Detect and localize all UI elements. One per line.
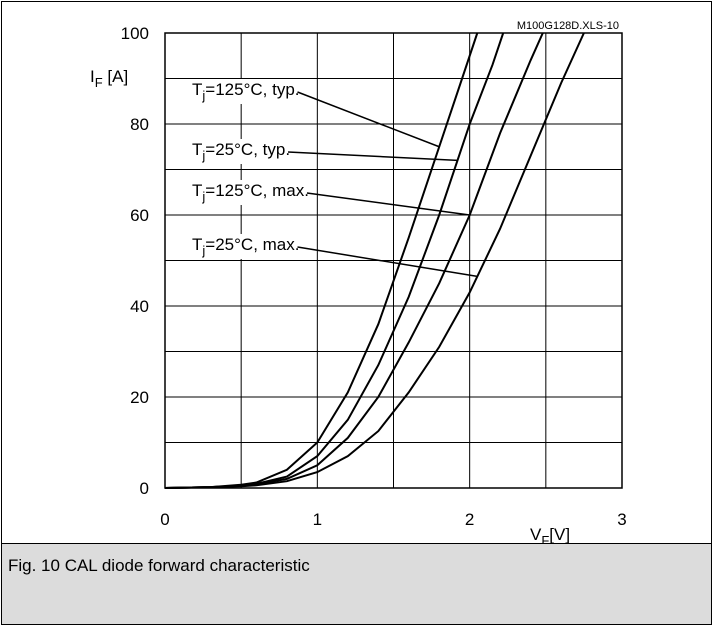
series-label-bg [190, 180, 311, 205]
series-label-bg [190, 234, 302, 259]
series-leader-line [297, 246, 478, 278]
y-axis-label: IF [A] [90, 67, 128, 90]
y-tick-label: 100 [121, 24, 149, 43]
x-tick-label: 1 [313, 510, 322, 529]
y-tick-label: 20 [130, 388, 149, 407]
x-tick-label: 0 [160, 510, 169, 529]
y-tick-label: 80 [130, 115, 149, 134]
x-tick-label: 3 [617, 510, 626, 529]
y-tick-label: 0 [140, 479, 149, 498]
series-label: Tj=25°C, max. [192, 235, 299, 258]
x-tick-label: 2 [465, 510, 474, 529]
series-line [164, 32, 585, 489]
figure-caption: Fig. 10 CAL diode forward characteristic [8, 556, 310, 575]
series-leader-line [297, 91, 440, 148]
series-label: Tj=125°C, typ. [192, 80, 300, 103]
series-leader-line [306, 192, 470, 216]
series-label: Tj=125°C, max. [192, 181, 309, 204]
caption-area: Fig. 10 CAL diode forward characteristic [1, 543, 712, 625]
series-label-bg [190, 139, 293, 164]
y-tick-label: 60 [130, 206, 149, 225]
y-tick-label: 40 [130, 297, 149, 316]
series-leader-line [288, 151, 458, 162]
x-axis-label: VF[V] [530, 525, 570, 543]
series-label: Tj=25°C, typ. [192, 140, 290, 163]
series-label-bg [190, 79, 302, 104]
file-label: M100G128D.XLS-10 [517, 20, 619, 32]
chart-svg: M100G128D.XLS-10 0 20 40 60 80 100 0 1 2 3 IF [A] VF… [90, 20, 627, 543]
plot-border [164, 32, 623, 489]
